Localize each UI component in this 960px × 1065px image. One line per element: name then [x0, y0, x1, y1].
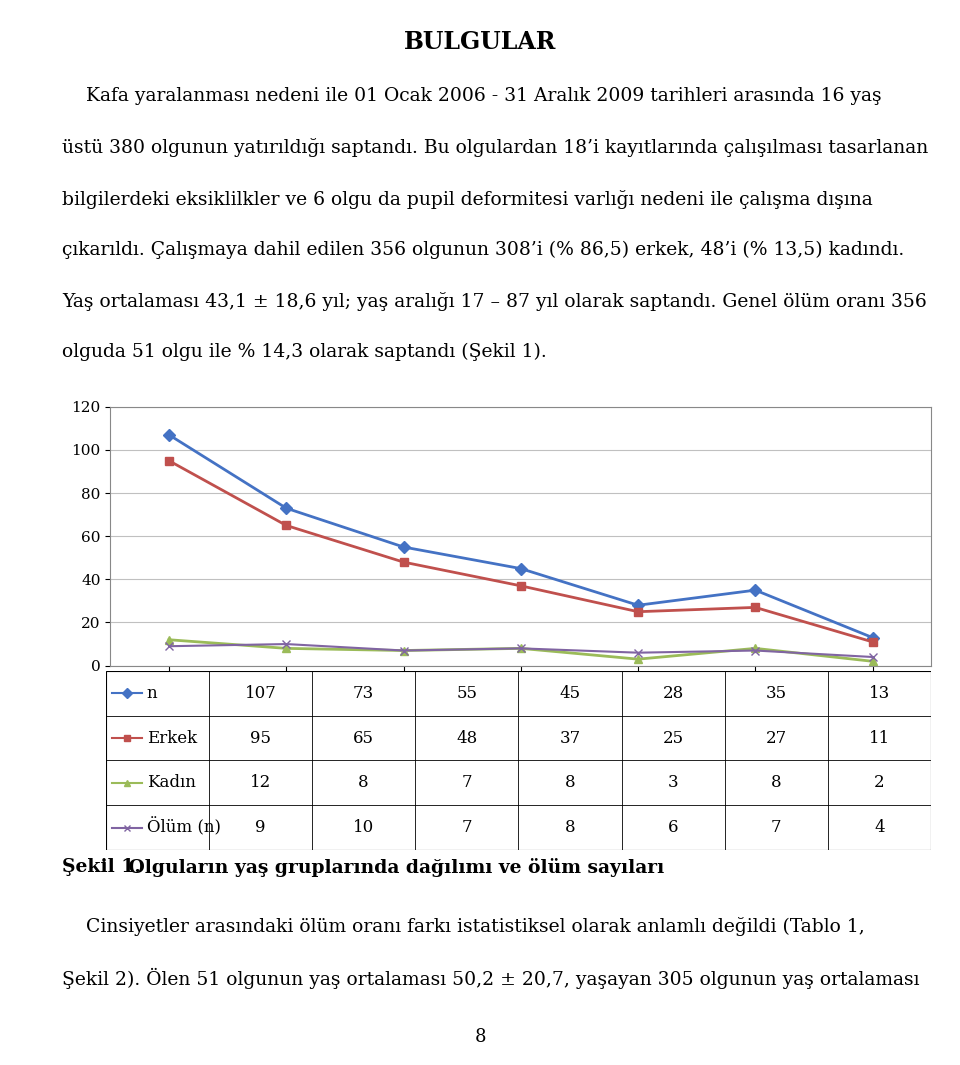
- n: [397, 541, 409, 554]
- Text: 107: 107: [245, 685, 276, 702]
- Text: 35: 35: [766, 685, 787, 702]
- Text: 25: 25: [662, 730, 684, 747]
- Line: Kadın: Kadın: [165, 636, 876, 666]
- Kadın: [163, 634, 175, 646]
- Text: 55: 55: [456, 685, 477, 702]
- Erkek: [750, 601, 761, 613]
- Text: 45: 45: [560, 685, 581, 702]
- Erkek: [515, 579, 526, 592]
- Text: 27: 27: [766, 730, 787, 747]
- n: [867, 632, 878, 644]
- Text: Şekil 1.: Şekil 1.: [62, 858, 141, 876]
- Text: olguda 51 olgu ile % 14,3 olarak saptandı (Şekil 1).: olguda 51 olgu ile % 14,3 olarak saptand…: [62, 343, 547, 361]
- Text: Olguların yaş gruplarında dağılımı ve ölüm sayıları: Olguların yaş gruplarında dağılımı ve öl…: [122, 858, 664, 878]
- Ölüm (n): [633, 646, 644, 659]
- Text: Kafa yaralanması nedeni ile 01 Ocak 2006 - 31 Aralık 2009 tarihleri arasında 16 : Kafa yaralanması nedeni ile 01 Ocak 2006…: [62, 87, 882, 105]
- Text: 11: 11: [869, 730, 890, 747]
- Erkek: [280, 519, 292, 531]
- Text: 8: 8: [771, 774, 781, 791]
- Erkek: [867, 636, 878, 649]
- Text: 8: 8: [474, 1028, 486, 1046]
- Text: 9: 9: [255, 819, 266, 836]
- Line: Ölüm (n): Ölüm (n): [165, 640, 876, 661]
- Text: 7: 7: [462, 819, 472, 836]
- Text: 7: 7: [771, 819, 781, 836]
- Ölüm (n): [750, 644, 761, 657]
- Kadın: [867, 655, 878, 668]
- Text: Şekil 2). Ölen 51 olgunun yaş ortalaması 50,2 ± 20,7, yaşayan 305 olgunun yaş or: Şekil 2). Ölen 51 olgunun yaş ortalaması…: [62, 968, 920, 989]
- Text: Yaş ortalaması 43,1 ± 18,6 yıl; yaş aralığı 17 – 87 yıl olarak saptandı. Genel ö: Yaş ortalaması 43,1 ± 18,6 yıl; yaş aral…: [62, 292, 927, 311]
- Text: 4: 4: [875, 819, 885, 836]
- Text: 65: 65: [353, 730, 374, 747]
- Text: 12: 12: [250, 774, 271, 791]
- Erkek: [397, 556, 409, 569]
- n: [633, 599, 644, 611]
- Text: çıkarıldı. Çalışmaya dahil edilen 356 olgunun 308’i (% 86,5) erkek, 48’i (% 13,5: çıkarıldı. Çalışmaya dahil edilen 356 ol…: [62, 241, 904, 259]
- n: [515, 562, 526, 575]
- Text: 10: 10: [353, 819, 374, 836]
- Text: n: n: [147, 685, 157, 702]
- Text: 48: 48: [456, 730, 477, 747]
- Text: Ölüm (n): Ölüm (n): [147, 818, 221, 837]
- Kadın: [280, 642, 292, 655]
- Text: 2: 2: [875, 774, 885, 791]
- Text: 8: 8: [564, 774, 575, 791]
- Erkek: [163, 455, 175, 468]
- Kadın: [633, 653, 644, 666]
- Text: 7: 7: [462, 774, 472, 791]
- Text: 28: 28: [662, 685, 684, 702]
- Erkek: [633, 605, 644, 618]
- Text: bilgilerdeki eksiklilkler ve 6 olgu da pupil deformitesi varlığı nedeni ile çalı: bilgilerdeki eksiklilkler ve 6 olgu da p…: [62, 190, 874, 209]
- Ölüm (n): [397, 644, 409, 657]
- n: [163, 428, 175, 441]
- Line: n: n: [165, 430, 876, 642]
- Text: 13: 13: [869, 685, 890, 702]
- Text: 73: 73: [353, 685, 374, 702]
- Ölüm (n): [163, 640, 175, 653]
- Text: üstü 380 olgunun yatırıldığı saptandı. Bu olgulardan 18’i kayıtlarında çalışılma: üstü 380 olgunun yatırıldığı saptandı. B…: [62, 138, 928, 158]
- Kadın: [397, 644, 409, 657]
- Text: 3: 3: [668, 774, 679, 791]
- Ölüm (n): [515, 642, 526, 655]
- Kadın: [750, 642, 761, 655]
- n: [280, 502, 292, 514]
- Text: 95: 95: [250, 730, 271, 747]
- n: [750, 584, 761, 596]
- Text: 8: 8: [358, 774, 369, 791]
- Ölüm (n): [280, 638, 292, 651]
- Kadın: [515, 642, 526, 655]
- Ölüm (n): [867, 651, 878, 663]
- Text: 8: 8: [564, 819, 575, 836]
- Text: Kadın: Kadın: [147, 774, 196, 791]
- Text: Erkek: Erkek: [147, 730, 197, 747]
- Text: 37: 37: [560, 730, 581, 747]
- Text: BULGULAR: BULGULAR: [404, 30, 556, 54]
- Text: Cinsiyetler arasındaki ölüm oranı farkı istatistiksel olarak anlamlı değildi (Ta: Cinsiyetler arasındaki ölüm oranı farkı …: [62, 917, 865, 936]
- Text: 6: 6: [668, 819, 679, 836]
- Line: Erkek: Erkek: [165, 457, 876, 646]
